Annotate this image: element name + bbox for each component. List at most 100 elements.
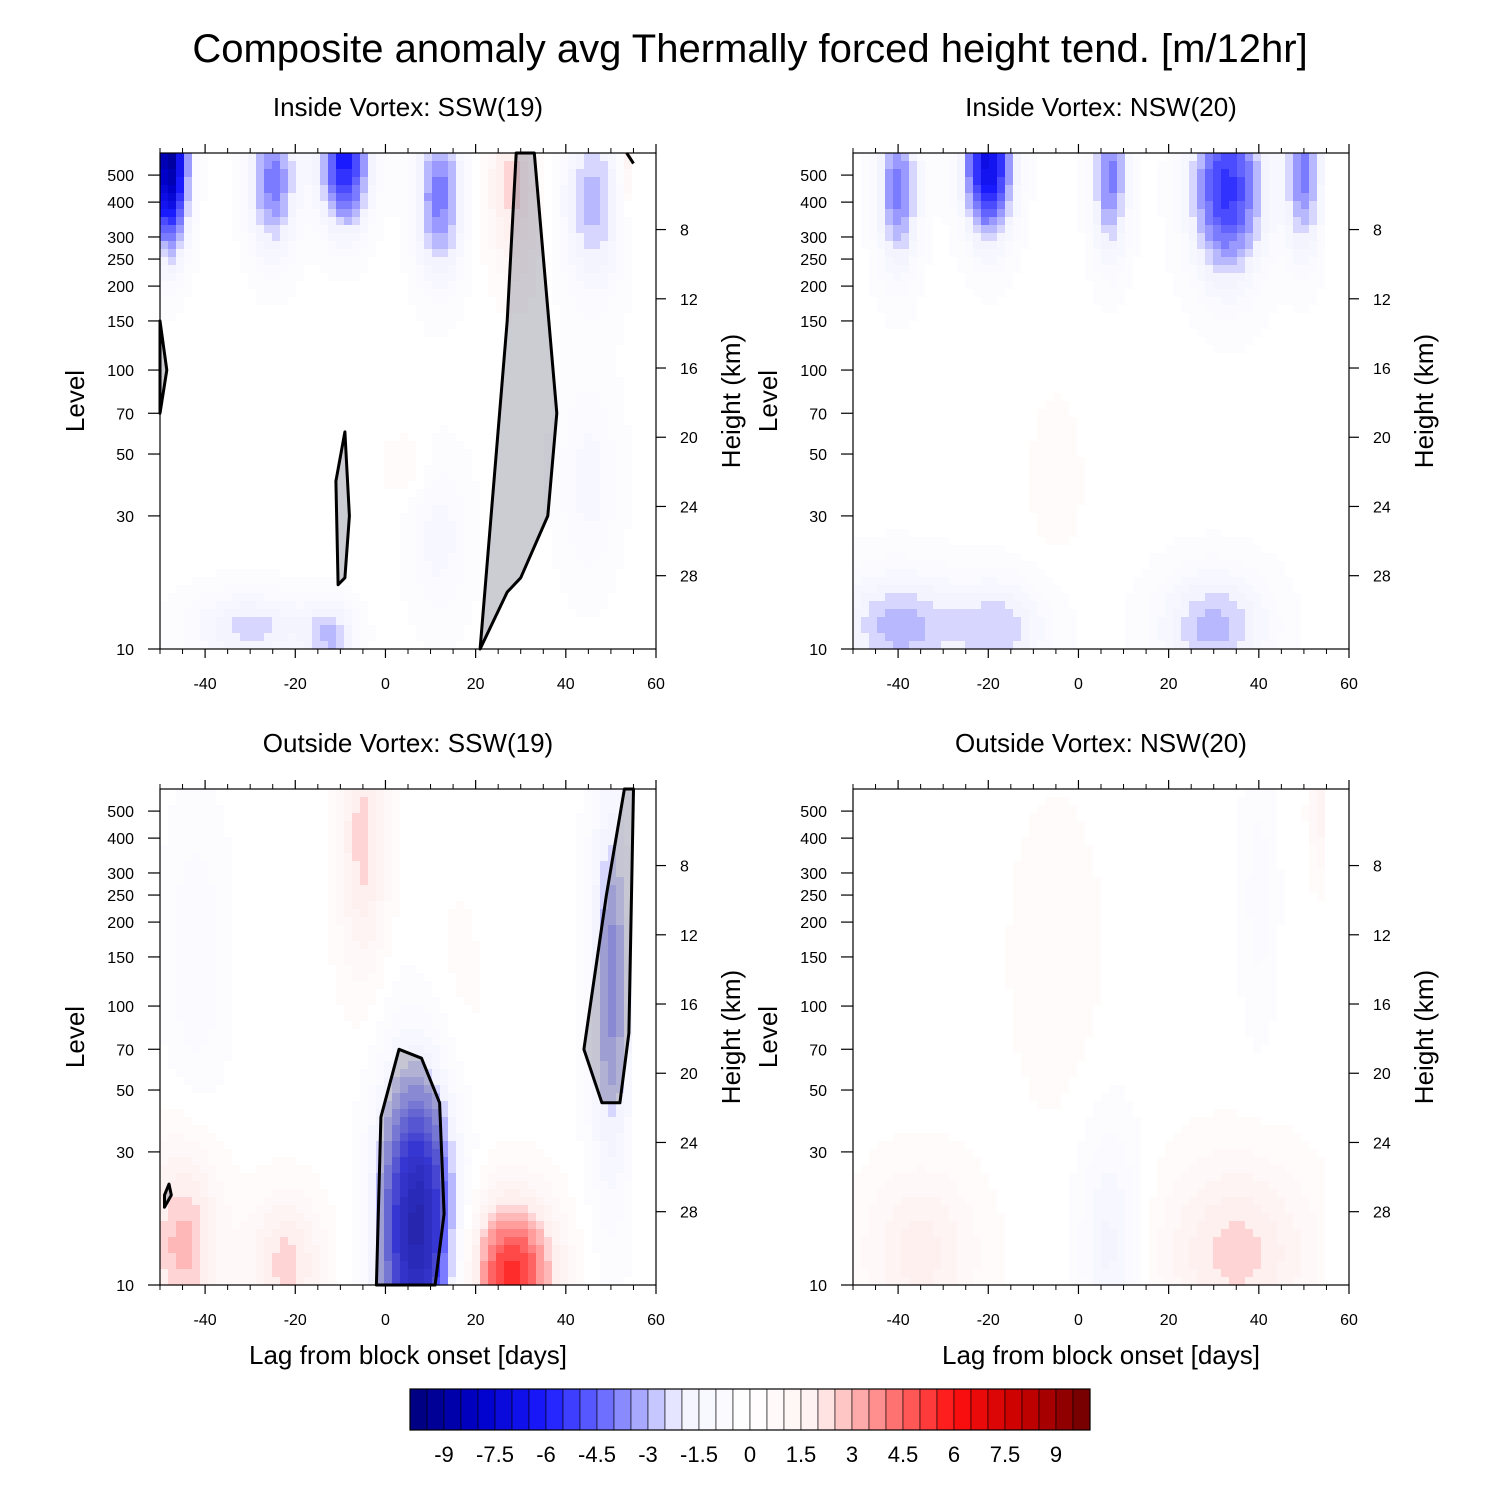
field-cell: [909, 257, 918, 266]
field-cell: [472, 481, 481, 490]
field-cell: [296, 249, 305, 258]
field-cell: [328, 161, 337, 170]
field-cell: [392, 593, 401, 602]
field-cell: [536, 265, 545, 274]
field-cell: [256, 201, 265, 210]
field-cell: [288, 217, 297, 226]
field-cell: [472, 257, 481, 266]
field-cell: [1077, 241, 1086, 250]
field-cell: [176, 201, 185, 210]
field-cell: [448, 209, 457, 218]
field-cell: [440, 409, 449, 418]
field-cell: [272, 577, 281, 586]
field-cell: [965, 201, 974, 210]
field-cell: [592, 249, 601, 258]
field-cell: [392, 289, 401, 298]
field-cell: [336, 433, 345, 442]
field-cell: [608, 609, 617, 618]
field-cell: [360, 161, 369, 170]
field-cell: [408, 257, 417, 266]
field-cell: [264, 577, 273, 586]
field-cell: [168, 425, 177, 434]
field-cell: [592, 593, 601, 602]
field-cell: [232, 433, 241, 442]
field-cell: [216, 497, 225, 506]
field-cell: [965, 153, 974, 162]
field-cell: [320, 249, 329, 258]
field-cell: [216, 625, 225, 634]
field-cell: [224, 609, 233, 618]
field-cell: [853, 209, 862, 218]
field-cell: [909, 249, 918, 258]
field-cell: [584, 377, 593, 386]
field-cell: [312, 353, 321, 362]
field-cell: [408, 377, 417, 386]
field-cell: [853, 185, 862, 194]
field-cell: [885, 169, 894, 178]
field-cell: [224, 625, 233, 634]
field-cell: [224, 353, 233, 362]
field-cell: [648, 241, 657, 250]
field-cell: [568, 513, 577, 522]
field-cell: [424, 457, 433, 466]
field-cell: [536, 457, 545, 466]
field-cell: [464, 169, 473, 178]
field-cell: [1237, 201, 1246, 210]
field-cell: [1333, 193, 1342, 202]
field-cell: [909, 273, 918, 282]
field-cell: [1005, 281, 1014, 290]
field-cell: [224, 513, 233, 522]
field-cell: [1197, 249, 1206, 258]
field-cell: [1141, 177, 1150, 186]
field-cell: [877, 169, 886, 178]
field-cell: [1029, 185, 1038, 194]
field-cell: [232, 153, 241, 162]
field-cell: [1301, 241, 1310, 250]
field-cell: [184, 209, 193, 218]
field-cell: [352, 617, 361, 626]
field-cell: [384, 385, 393, 394]
field-cell: [544, 337, 553, 346]
field-cell: [480, 289, 489, 298]
field-cell: [296, 201, 305, 210]
field-cell: [901, 161, 910, 170]
field-cell: [861, 209, 870, 218]
field-cell: [901, 241, 910, 250]
field-cell: [1069, 281, 1078, 290]
field-cell: [1045, 281, 1054, 290]
field-cell: [240, 369, 249, 378]
field-cell: [576, 201, 585, 210]
field-cell: [296, 609, 305, 618]
field-cell: [568, 537, 577, 546]
field-cell: [496, 449, 505, 458]
field-cell: [480, 161, 489, 170]
field-cell: [1021, 273, 1030, 282]
field-cell: [1309, 161, 1318, 170]
field-cell: [1197, 185, 1206, 194]
field-cell: [512, 633, 521, 642]
field-cell: [640, 497, 649, 506]
field-cell: [592, 281, 601, 290]
field-cell: [312, 289, 321, 298]
field-cell: [232, 161, 241, 170]
field-cell: [416, 625, 425, 634]
field-cell: [536, 601, 545, 610]
field-cell: [917, 249, 926, 258]
field-cell: [336, 297, 345, 306]
field-cell: [488, 305, 497, 314]
field-cell: [1069, 217, 1078, 226]
field-cell: [288, 457, 297, 466]
field-cell: [344, 241, 353, 250]
field-cell: [464, 401, 473, 410]
field-cell: [648, 569, 657, 578]
field-cell: [256, 497, 265, 506]
field-cell: [488, 161, 497, 170]
field-cell: [1053, 161, 1062, 170]
field-cell: [184, 297, 193, 306]
field-cell: [200, 337, 209, 346]
field-cell: [200, 393, 209, 402]
field-cell: [280, 321, 289, 330]
field-cell: [520, 281, 529, 290]
field-cell: [869, 209, 878, 218]
field-cell: [1285, 193, 1294, 202]
